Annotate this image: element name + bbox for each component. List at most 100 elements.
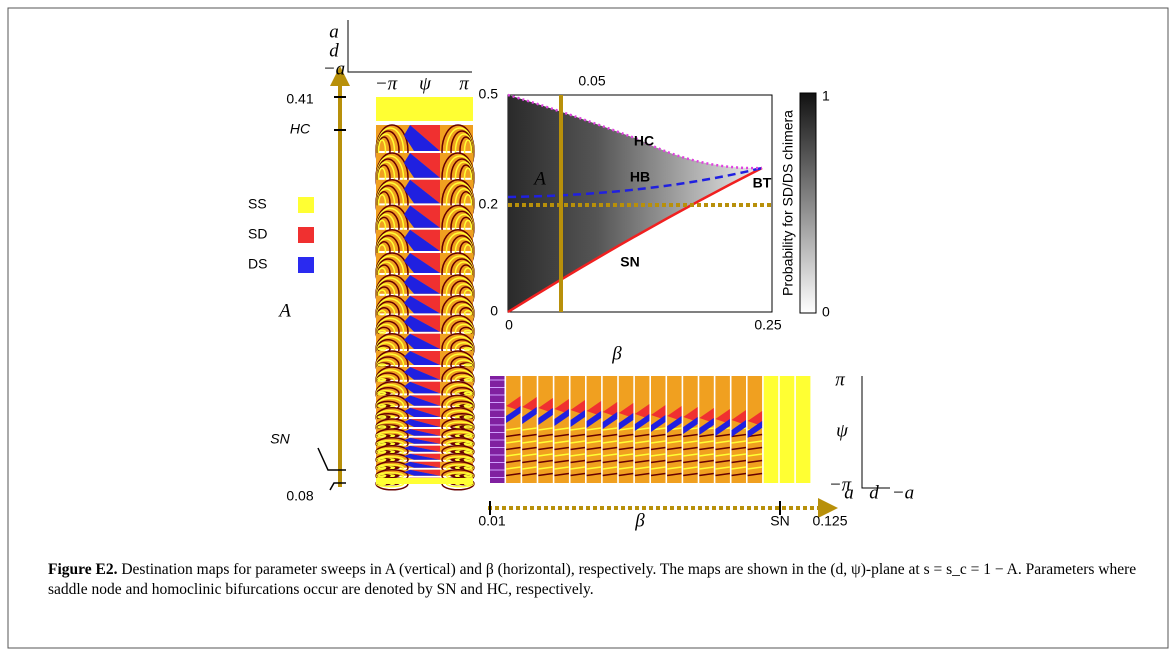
axis-label: −π bbox=[375, 73, 398, 94]
map-stripe bbox=[602, 427, 618, 431]
map-column bbox=[763, 376, 779, 483]
map-stripe bbox=[554, 472, 570, 477]
map-stripe bbox=[554, 459, 570, 464]
map-arc bbox=[463, 450, 473, 454]
map-arc bbox=[463, 391, 473, 396]
map-stripe bbox=[505, 472, 521, 477]
map-stripe bbox=[570, 453, 586, 457]
colorbar-tick: 1 bbox=[822, 88, 830, 104]
map-stripe bbox=[699, 453, 714, 457]
map-wedge bbox=[404, 229, 440, 251]
map-stripe bbox=[666, 433, 682, 438]
map-stripe bbox=[618, 433, 634, 438]
map-stripe bbox=[683, 472, 698, 477]
map-wedge bbox=[404, 153, 440, 178]
map-stripe bbox=[522, 459, 537, 464]
map-wedge bbox=[410, 315, 440, 332]
map-stripe bbox=[747, 453, 763, 457]
map-wedge bbox=[410, 153, 440, 178]
map-arc bbox=[463, 425, 473, 429]
map-stripe bbox=[634, 472, 650, 477]
map-stripe bbox=[522, 433, 537, 438]
axis-label: A bbox=[532, 168, 546, 189]
map-stripe bbox=[618, 459, 634, 464]
map-stripe bbox=[634, 446, 650, 451]
map-patch bbox=[586, 411, 602, 428]
legend-swatch bbox=[298, 227, 314, 243]
map-stripe bbox=[650, 440, 666, 444]
map-wedge bbox=[404, 315, 440, 332]
map-arc bbox=[377, 347, 387, 351]
map-stripe bbox=[505, 453, 521, 457]
map-patch bbox=[683, 407, 698, 422]
map-stripe bbox=[602, 459, 618, 464]
map-arc bbox=[377, 458, 387, 462]
map-arc bbox=[377, 474, 387, 478]
map-stripe bbox=[650, 459, 666, 464]
map-stripe bbox=[554, 433, 570, 438]
map-wedge bbox=[404, 205, 440, 228]
axis-label: −a bbox=[323, 58, 345, 79]
map-stripe bbox=[554, 466, 570, 470]
colorbar-tick: 0 bbox=[822, 304, 830, 320]
map-stripe bbox=[618, 440, 634, 444]
map-stripe bbox=[538, 459, 553, 464]
map-arc bbox=[463, 466, 473, 470]
map-patch bbox=[602, 412, 618, 429]
map-stripe bbox=[747, 440, 763, 444]
map-wedge bbox=[404, 351, 440, 365]
map-wedge bbox=[404, 381, 440, 394]
map-stripe bbox=[602, 466, 618, 470]
map-stripe bbox=[618, 472, 634, 477]
maps bbox=[317, 20, 890, 518]
axis-label: ψ bbox=[836, 420, 849, 441]
map-arc bbox=[377, 466, 387, 470]
map-arc bbox=[463, 378, 473, 382]
map-patch bbox=[634, 404, 650, 419]
map-patch bbox=[683, 417, 698, 434]
map-patch bbox=[522, 407, 537, 424]
hc-curve bbox=[507, 93, 763, 170]
map-wedge bbox=[404, 437, 440, 444]
map-column bbox=[490, 376, 505, 483]
legend-label: SS bbox=[248, 196, 267, 212]
map-wedge bbox=[410, 295, 440, 314]
map-stripe bbox=[731, 466, 747, 470]
tick-label: 0.41 bbox=[286, 91, 313, 107]
axis-label: a bbox=[329, 21, 339, 42]
map-patch bbox=[538, 408, 553, 425]
map-stripe bbox=[731, 440, 747, 444]
map-patch bbox=[618, 413, 634, 430]
map-stripe bbox=[715, 466, 731, 470]
curve-label: BT bbox=[753, 175, 772, 191]
axis-label: π bbox=[459, 73, 469, 94]
param-label: A bbox=[277, 300, 291, 321]
tick-label: SN bbox=[270, 431, 290, 447]
map-stripe bbox=[747, 472, 763, 477]
map-wedge bbox=[404, 275, 440, 294]
map-patch bbox=[554, 399, 569, 414]
map-wedge bbox=[410, 381, 440, 394]
map-wedge bbox=[404, 125, 440, 151]
map-stripe bbox=[699, 440, 714, 444]
map-patch bbox=[651, 415, 666, 432]
map-patch bbox=[586, 401, 602, 416]
map-patch bbox=[699, 408, 714, 423]
map-stripe bbox=[554, 440, 570, 444]
map-stripe bbox=[586, 466, 602, 470]
axis-label: −π bbox=[829, 474, 852, 495]
map-wedge bbox=[410, 179, 440, 204]
map-stripe bbox=[666, 459, 682, 464]
map-stripe bbox=[522, 466, 537, 470]
map-stripe bbox=[522, 453, 537, 457]
map-wedge bbox=[404, 395, 440, 406]
map-stripe bbox=[683, 453, 698, 457]
map-stripe bbox=[570, 466, 586, 470]
map-arc bbox=[463, 347, 473, 351]
map-stripe bbox=[618, 446, 634, 451]
map-arc bbox=[377, 434, 387, 438]
map-stripe bbox=[715, 472, 731, 477]
map-patch bbox=[538, 398, 553, 413]
map-stripe bbox=[634, 440, 650, 444]
